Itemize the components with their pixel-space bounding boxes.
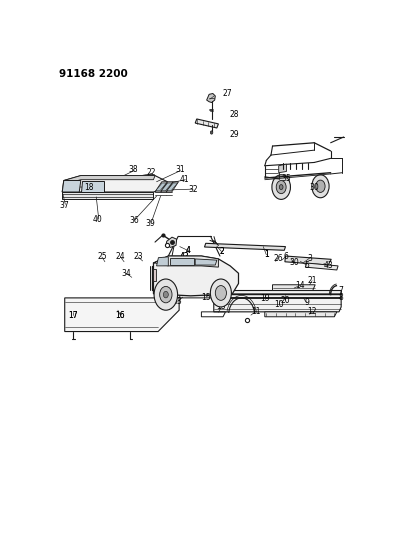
Circle shape [210,131,213,134]
Polygon shape [195,259,217,265]
Text: 43: 43 [323,261,333,270]
Text: 91168 2200: 91168 2200 [59,69,128,79]
Polygon shape [166,237,177,247]
Polygon shape [65,298,179,332]
Text: 6: 6 [283,252,288,261]
Text: 5: 5 [304,261,309,270]
Text: 17: 17 [68,311,78,320]
Text: 22: 22 [146,168,156,177]
Polygon shape [154,269,156,281]
Circle shape [160,286,172,303]
Text: 16: 16 [116,311,125,320]
Polygon shape [170,257,194,265]
Text: 10: 10 [274,300,284,309]
Text: 29: 29 [230,131,240,140]
Text: 2: 2 [219,247,224,256]
Polygon shape [62,192,154,199]
Text: 21: 21 [307,276,317,285]
Text: 26: 26 [273,254,283,263]
Text: 30: 30 [289,257,299,266]
Text: 39: 39 [146,219,155,228]
Text: 23: 23 [133,252,143,261]
Polygon shape [279,164,286,173]
Text: 7: 7 [338,286,343,295]
Polygon shape [64,175,155,184]
Text: 12: 12 [307,306,317,316]
Polygon shape [156,257,168,266]
Text: 25: 25 [97,252,107,261]
Text: 4: 4 [186,246,191,255]
Circle shape [279,184,283,190]
Circle shape [272,175,290,199]
Polygon shape [161,183,172,191]
Text: 34: 34 [122,269,131,278]
Text: 4: 4 [186,246,191,255]
Text: 18: 18 [84,183,93,191]
Polygon shape [180,290,218,298]
Text: 30: 30 [309,183,319,191]
Text: 31: 31 [175,165,185,174]
Text: 20: 20 [280,296,290,305]
Polygon shape [154,256,218,267]
Text: 42: 42 [180,252,189,261]
Text: 41: 41 [180,175,190,184]
Circle shape [154,279,178,310]
Polygon shape [305,263,338,270]
Text: 16: 16 [116,311,125,320]
Text: 2: 2 [219,247,224,256]
Text: 32: 32 [189,184,198,193]
Polygon shape [62,175,168,192]
Circle shape [316,180,325,192]
Text: 38: 38 [128,165,138,174]
Text: 28: 28 [229,109,239,118]
Text: 33: 33 [173,297,182,306]
Circle shape [210,279,231,307]
Text: 3: 3 [307,254,312,263]
Circle shape [276,181,286,193]
Polygon shape [214,290,341,312]
Text: 8: 8 [338,293,343,302]
Polygon shape [207,93,215,102]
Polygon shape [160,182,173,192]
Text: 42: 42 [180,252,189,261]
Polygon shape [273,285,315,290]
Polygon shape [156,183,166,191]
Polygon shape [195,119,218,128]
Text: 1: 1 [264,251,269,259]
Text: 11: 11 [252,306,261,316]
Text: 14: 14 [295,281,304,290]
Polygon shape [155,182,168,192]
Text: 17: 17 [68,311,78,320]
Text: 35: 35 [282,174,291,183]
Text: 9: 9 [304,298,309,308]
Text: 36: 36 [129,216,139,225]
Polygon shape [285,256,331,265]
Text: 40: 40 [93,215,103,224]
Text: 37: 37 [60,201,69,210]
Polygon shape [154,256,239,296]
Circle shape [163,292,168,298]
Circle shape [215,286,227,301]
Polygon shape [204,243,286,251]
Polygon shape [167,183,178,191]
Text: 1: 1 [264,251,269,259]
Polygon shape [265,312,337,317]
Polygon shape [166,182,178,192]
Circle shape [312,175,329,198]
Text: 13: 13 [217,302,226,311]
Text: 27: 27 [223,89,233,98]
Polygon shape [62,181,81,192]
Text: 24: 24 [116,252,125,261]
Polygon shape [81,181,104,192]
Text: 19: 19 [260,294,270,303]
Text: 15: 15 [201,293,211,302]
